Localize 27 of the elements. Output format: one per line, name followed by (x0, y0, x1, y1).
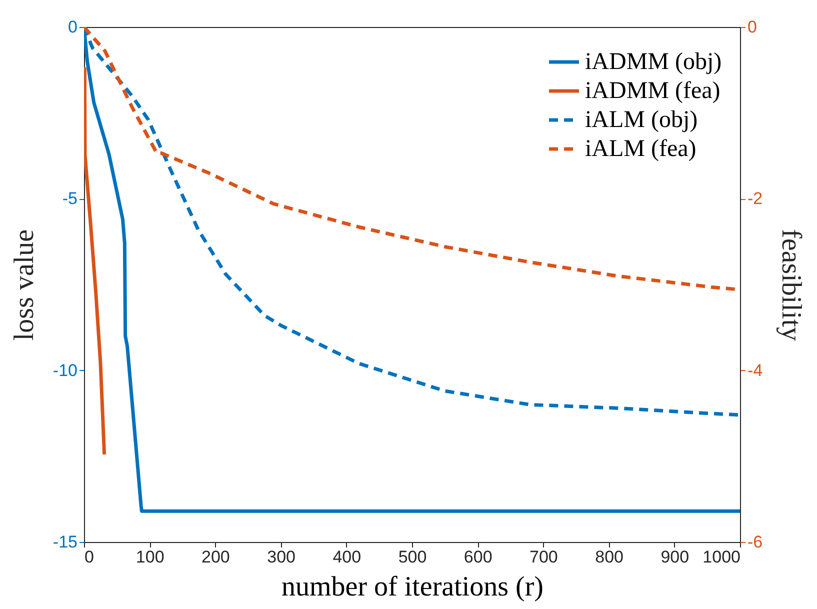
x-axis-title: number of iterations (r) (281, 572, 544, 602)
x-tick-label: 800 (595, 548, 624, 566)
x-tick-label: 200 (202, 548, 230, 566)
x-tick-label: 500 (398, 548, 427, 566)
x-tick-label: 400 (332, 548, 362, 566)
line-series (84, 66, 106, 456)
y2-tick-label: -2 (748, 189, 763, 208)
legend-label: iADMM (obj) (585, 49, 722, 75)
y-axis-title: loss value (8, 229, 40, 341)
y2-tick-label: -4 (748, 360, 763, 380)
legend-label: iALM (obj) (585, 107, 698, 133)
x-tick-label: 300 (267, 548, 296, 566)
x-tick-label: 0 (84, 548, 94, 566)
legend-label: iALM (fea) (585, 136, 696, 162)
x-tick-label: 700 (530, 548, 558, 566)
y2-tick-label: -6 (748, 532, 763, 552)
y2-axis-title: feasibility (776, 229, 807, 341)
x-tick-label: 900 (660, 548, 690, 566)
x-tick-label: 600 (464, 548, 492, 566)
y-tick-label: -5 (62, 189, 78, 208)
legend-label: iADMM (fea) (585, 78, 720, 104)
y-tick-label: -15 (52, 532, 78, 552)
x-tick-label: 100 (136, 548, 164, 566)
y-tick-label: 0 (68, 18, 78, 36)
x-tick-label: 1000 (702, 548, 740, 566)
y-tick-label: -10 (52, 360, 78, 380)
y2-tick-label: 0 (748, 18, 757, 36)
